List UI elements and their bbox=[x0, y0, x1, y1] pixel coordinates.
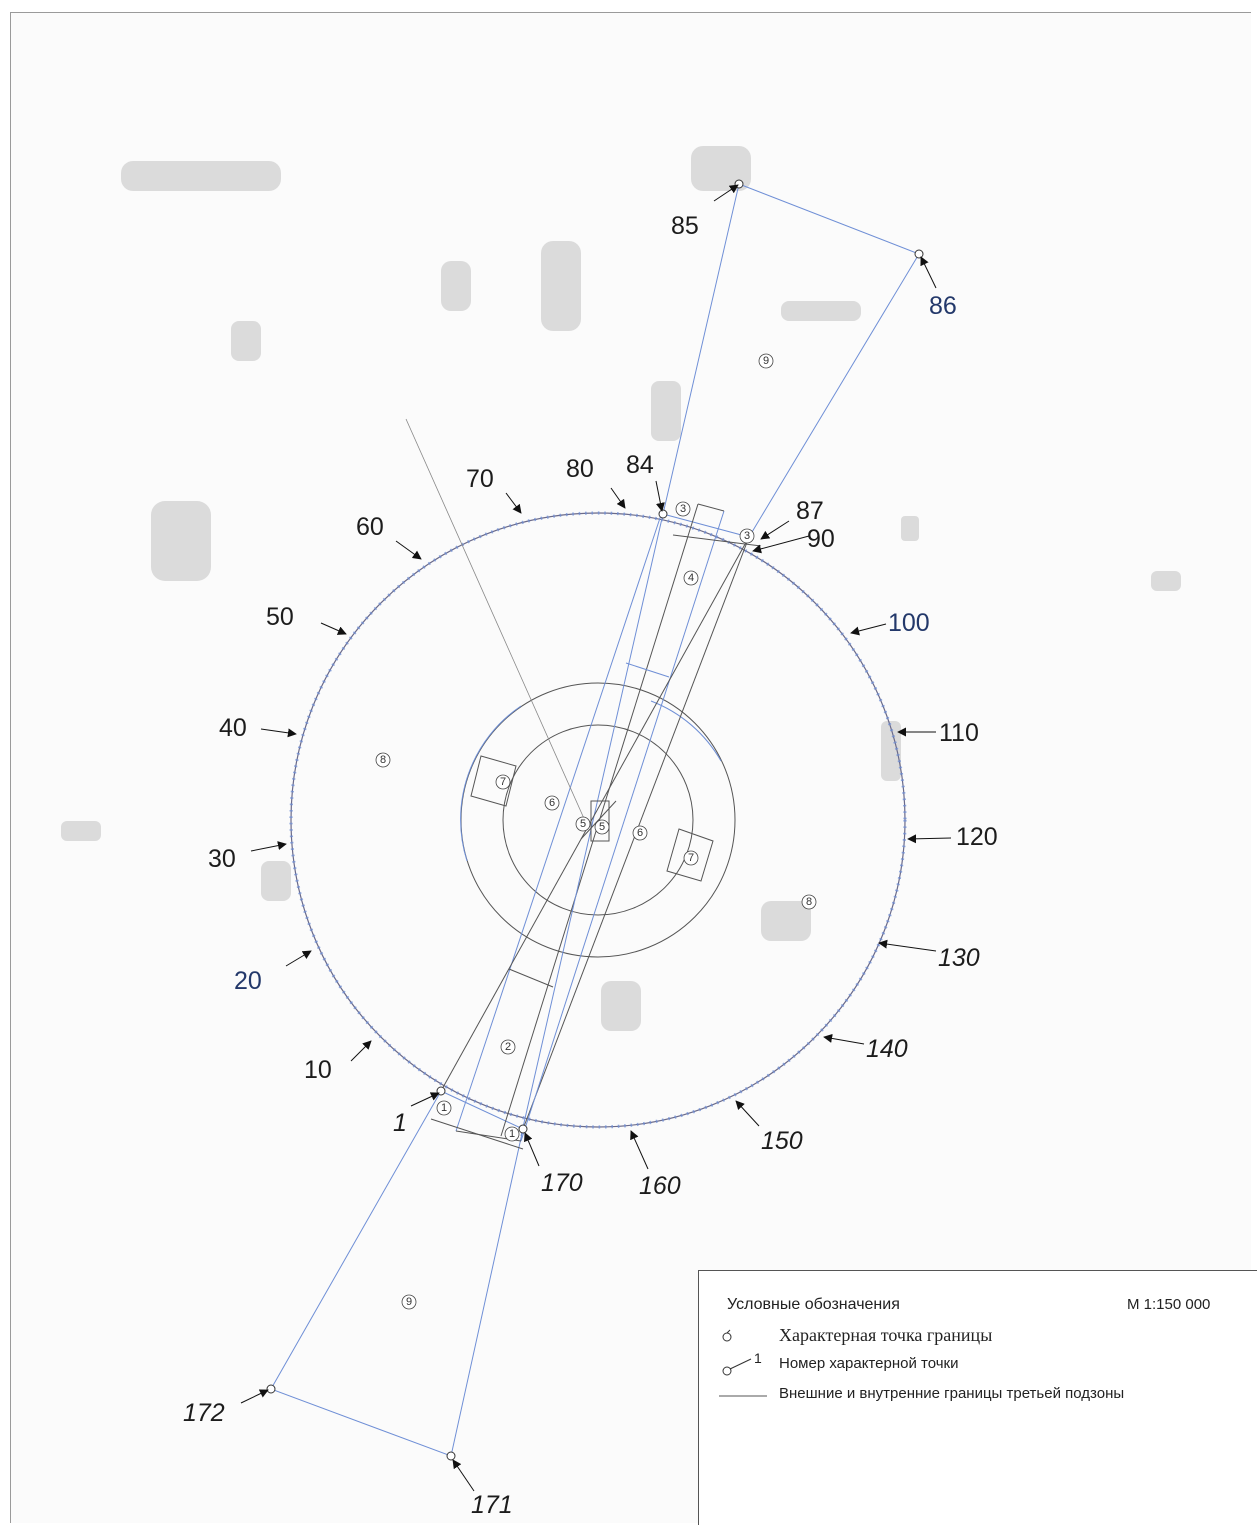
point-label-85: 85 bbox=[671, 212, 699, 240]
zone-4-marker: 4 bbox=[683, 570, 699, 586]
svg-text:6: 6 bbox=[637, 827, 643, 839]
inner-arc-blue bbox=[460, 705, 522, 862]
inner-arc-blue-2 bbox=[650, 700, 722, 762]
zone-8-marker-left: 8 bbox=[375, 752, 391, 768]
point-label-84: 84 bbox=[626, 451, 654, 479]
svg-text:5: 5 bbox=[599, 821, 605, 833]
map-frame: 85 86 70 80 84 87 90 60 50 100 40 110 30… bbox=[10, 12, 1251, 1523]
zone-6-marker-left: 6 bbox=[544, 795, 560, 811]
zone-9-lower bbox=[270, 1090, 524, 1457]
point-label-172: 172 bbox=[183, 1399, 225, 1427]
svg-text:2: 2 bbox=[505, 1041, 511, 1053]
boundary-point-icon bbox=[722, 1329, 732, 1342]
svg-text:8: 8 bbox=[806, 896, 812, 908]
point-label-170: 170 bbox=[541, 1169, 583, 1197]
point-label-86: 86 bbox=[929, 292, 957, 320]
zone-6-marker-right: 6 bbox=[632, 825, 648, 841]
zone-1-marker-left: 1 bbox=[436, 1100, 452, 1116]
point-label-171: 171 bbox=[471, 1491, 513, 1519]
svg-text:6: 6 bbox=[549, 797, 555, 809]
point-label-150: 150 bbox=[761, 1127, 803, 1155]
point-label-87: 87 bbox=[796, 497, 824, 525]
legend-text-boundary-point: Характерная точка границы bbox=[779, 1325, 993, 1345]
point-label-70: 70 bbox=[466, 465, 494, 493]
point-label-90: 90 bbox=[807, 525, 835, 553]
zone-7-marker-left: 7 bbox=[495, 774, 511, 790]
legend-item-boundary-point: Характерная точка границы bbox=[699, 1323, 1257, 1347]
zone-9-marker-lower: 9 bbox=[401, 1294, 417, 1310]
map-scale: М 1:150 000 bbox=[1127, 1296, 1211, 1313]
zone-1-marker-right: 1 bbox=[504, 1126, 520, 1142]
point-label-30: 30 bbox=[208, 845, 236, 873]
point-label-110: 110 bbox=[939, 719, 979, 747]
zone-7-boxes bbox=[470, 662, 714, 988]
svg-text:1: 1 bbox=[441, 1102, 447, 1114]
runway-strips bbox=[430, 503, 762, 1150]
svg-text:9: 9 bbox=[763, 355, 769, 367]
zone-5-marker-right: 5 bbox=[594, 819, 610, 835]
point-label-1: 1 bbox=[393, 1109, 407, 1137]
svg-text:9: 9 bbox=[406, 1296, 412, 1308]
point-label-140: 140 bbox=[866, 1035, 908, 1063]
zone-5-marker-left: 5 bbox=[575, 816, 591, 832]
svg-text:8: 8 bbox=[380, 754, 386, 766]
point-number-icon: 1 bbox=[722, 1353, 762, 1376]
point-label-100: 100 bbox=[888, 609, 930, 637]
svg-text:1: 1 bbox=[509, 1128, 515, 1140]
zone-markers: 9 3 3 4 8 7 6 bbox=[375, 353, 817, 1310]
point-label-80: 80 bbox=[566, 455, 594, 483]
zone-3-marker-right: 3 bbox=[739, 528, 755, 544]
legend-text-boundary-line: Внешние и внутренние границы третьей под… bbox=[779, 1385, 1125, 1402]
svg-text:3: 3 bbox=[680, 503, 686, 515]
inner-circle-inner bbox=[502, 724, 694, 916]
point-label-40: 40 bbox=[219, 714, 247, 742]
legend-item-point-number: 1 Номер характерной точки bbox=[699, 1353, 1257, 1377]
point-label-130: 130 bbox=[938, 944, 980, 972]
svg-text:7: 7 bbox=[688, 852, 694, 864]
point-number-sample: 1 bbox=[754, 1353, 762, 1366]
svg-text:5: 5 bbox=[580, 818, 586, 830]
legend-item-boundary-line: Внешние и внутренние границы третьей под… bbox=[699, 1383, 1257, 1407]
point-label-160: 160 bbox=[639, 1172, 681, 1200]
zone-3-marker-left: 3 bbox=[675, 501, 691, 517]
label-pointers bbox=[240, 184, 952, 1492]
zone-9-upper bbox=[662, 183, 920, 538]
legend-title: Условные обозначения bbox=[727, 1296, 900, 1313]
boundary-line-icon bbox=[719, 1395, 767, 1397]
zone-9-marker-upper: 9 bbox=[758, 353, 774, 369]
point-label-50: 50 bbox=[266, 603, 294, 631]
zone-8-marker-right: 8 bbox=[801, 894, 817, 910]
inner-circle-outer bbox=[460, 682, 736, 958]
point-label-10: 10 bbox=[304, 1056, 332, 1084]
svg-text:7: 7 bbox=[500, 776, 506, 788]
map-legend: Условные обозначения М 1:150 000 Характе… bbox=[698, 1270, 1257, 1525]
svg-text:4: 4 bbox=[688, 572, 694, 584]
outer-boundary-circle-points bbox=[289, 511, 907, 1129]
zone-2-marker: 2 bbox=[500, 1039, 516, 1055]
ray-line bbox=[405, 418, 587, 824]
zone-7-marker-right: 7 bbox=[683, 850, 699, 866]
terrain-background bbox=[61, 146, 1181, 1031]
point-label-20: 20 bbox=[234, 967, 262, 995]
svg-text:3: 3 bbox=[744, 530, 750, 542]
boundary-map: 85 86 70 80 84 87 90 60 50 100 40 110 30… bbox=[61, 146, 1181, 1519]
point-label-120: 120 bbox=[956, 823, 998, 851]
legend-text-point-number: Номер характерной точки bbox=[779, 1355, 959, 1372]
boundary-point-markers bbox=[266, 179, 924, 1461]
point-label-60: 60 bbox=[356, 513, 384, 541]
